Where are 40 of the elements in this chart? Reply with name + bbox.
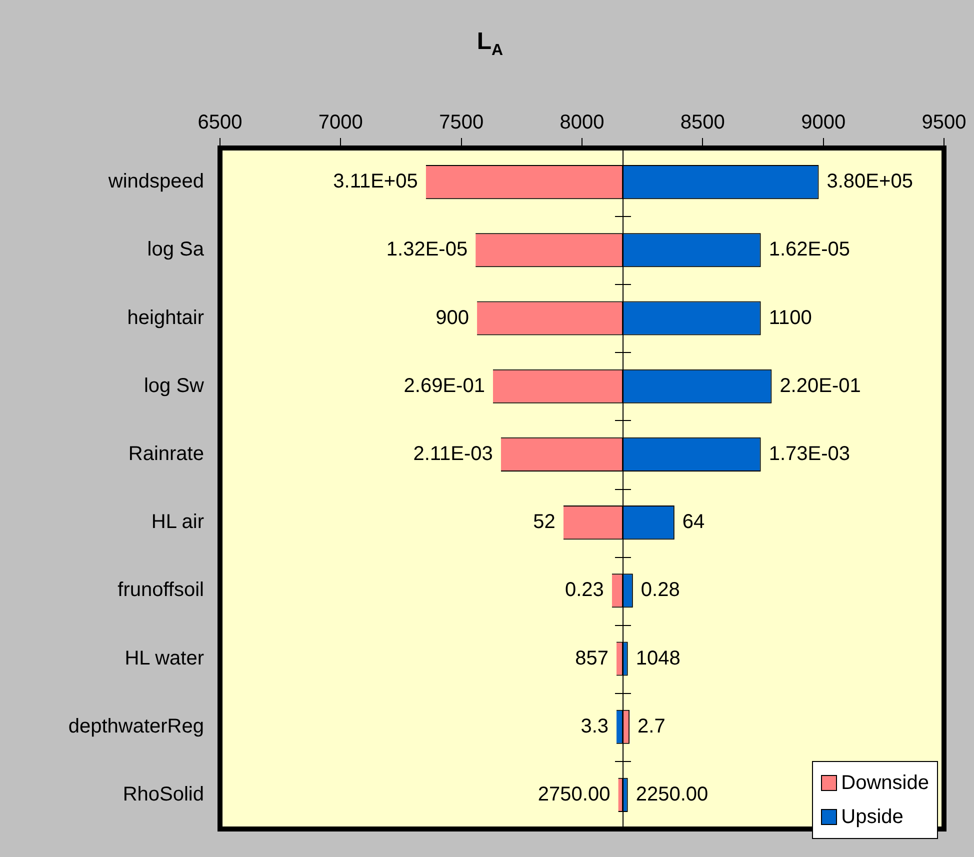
annotation: 857 xyxy=(575,647,609,670)
annotation: 52 xyxy=(533,511,556,534)
y-tick-label: log Sw xyxy=(144,374,205,397)
annotation: 64 xyxy=(682,511,705,534)
x-tick-label: 6500 xyxy=(198,112,242,134)
annotation: 900 xyxy=(436,306,470,329)
annotation: 2.11E-03 xyxy=(413,442,493,465)
y-tick-label: windspeed xyxy=(107,170,204,193)
y-tick-label: depthwaterReg xyxy=(68,715,204,738)
annotation: 2.20E-01 xyxy=(780,374,861,397)
annotation: 2.7 xyxy=(638,715,666,738)
annotation: 1048 xyxy=(636,647,680,670)
chart-title: L$_{A}$ xyxy=(476,28,504,60)
annotation: 1.73E-03 xyxy=(768,442,850,465)
annotation: 0.23 xyxy=(564,579,604,602)
legend-label: Downside xyxy=(841,771,929,796)
legend-label: Upside xyxy=(841,805,904,830)
y-tick-label: HL water xyxy=(124,647,204,670)
y-tick-label: HL air xyxy=(151,511,204,534)
x-tick-label: 8500 xyxy=(680,112,725,134)
annotation: 2250.00 xyxy=(636,783,708,806)
annotation: 0.28 xyxy=(640,579,680,602)
y-tick-label: frunoffsoil xyxy=(118,579,204,602)
annotation: 2.69E-01 xyxy=(404,374,485,397)
annotation: 3.3 xyxy=(580,715,609,738)
x-tick-label: 8000 xyxy=(560,112,604,134)
annotation: 3.80E+05 xyxy=(826,170,913,193)
annotation: 1.32E-05 xyxy=(386,238,468,261)
annotation: 1100 xyxy=(768,306,812,329)
annotation: 3.11E+05 xyxy=(333,170,418,193)
x-tick-label: 9000 xyxy=(801,112,846,134)
x-tick-label: 9500 xyxy=(922,112,966,134)
annotation: 2750.00 xyxy=(538,783,610,806)
y-tick-label: log Sa xyxy=(147,238,205,261)
x-tick-label: 7500 xyxy=(439,112,484,134)
x-tick-label: 7000 xyxy=(318,112,363,134)
y-tick-label: heightair xyxy=(127,306,204,329)
annotation: 1.62E-05 xyxy=(768,238,850,261)
y-tick-label: RhoSolid xyxy=(122,783,204,806)
y-tick-label: Rainrate xyxy=(128,442,204,465)
